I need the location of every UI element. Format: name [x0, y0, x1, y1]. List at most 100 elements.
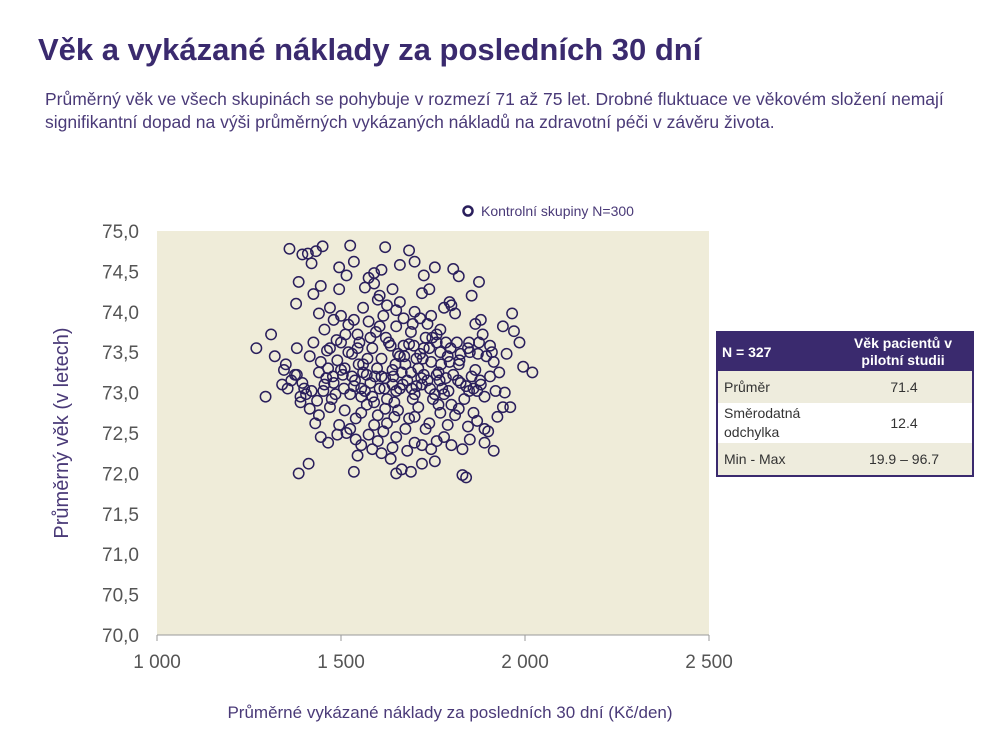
data-point [371, 362, 384, 375]
data-point [368, 418, 381, 431]
data-point [415, 372, 428, 385]
data-point [290, 368, 303, 381]
data-point [321, 344, 333, 357]
data-point [419, 423, 432, 435]
data-point [424, 382, 437, 395]
data-point [517, 360, 530, 373]
data-point [421, 374, 434, 387]
y-tick-label: 74,5 [102, 262, 139, 283]
legend-label: Kontrolní skupiny N=300 [481, 203, 634, 219]
y-tick-label: 75,0 [102, 222, 139, 243]
data-point [404, 366, 417, 379]
data-point [442, 385, 455, 397]
data-point [375, 447, 388, 460]
data-point [283, 242, 296, 255]
data-point [333, 283, 346, 296]
data-point [340, 427, 353, 439]
data-point [408, 410, 421, 423]
data-point [322, 436, 335, 449]
data-point [279, 358, 292, 371]
data-point [432, 398, 445, 411]
data-point [377, 309, 390, 322]
data-point [465, 289, 478, 302]
data-point [430, 435, 443, 448]
data-point [487, 444, 500, 457]
data-point [432, 366, 445, 379]
stats-row-mean: Průměr 71.4 [718, 371, 972, 403]
data-point [436, 382, 449, 395]
data-point [302, 457, 315, 470]
data-point [317, 385, 330, 397]
y-tick-label: 72,5 [102, 424, 139, 445]
data-point [444, 342, 457, 355]
data-point [379, 331, 392, 344]
data-point [407, 339, 420, 352]
data-point [250, 342, 263, 355]
data-point [324, 401, 336, 414]
data-point [467, 406, 480, 419]
data-point [478, 436, 491, 449]
data-point [452, 402, 465, 415]
data-point [452, 374, 464, 387]
data-point [526, 366, 539, 379]
data-point [373, 382, 386, 395]
page-subtitle: Průměrný věk ve všech skupinách se pohyb… [45, 89, 944, 132]
data-point [406, 317, 419, 330]
data-point [294, 390, 307, 403]
data-point [476, 328, 489, 341]
data-point [314, 431, 327, 443]
data-point [390, 320, 403, 333]
stats-row-value: 19.9 – 96.7 [868, 451, 940, 467]
data-point [366, 390, 379, 403]
stats-row-value: 71.4 [890, 379, 918, 395]
data-point [430, 368, 443, 381]
data-point [379, 241, 392, 254]
data-point [296, 376, 309, 389]
data-point [312, 366, 325, 379]
data-point [491, 410, 504, 423]
data-point [368, 396, 381, 409]
data-point [478, 423, 491, 435]
stats-table-header: N = 327 Věk pacientů v pilotní studii [718, 333, 972, 371]
data-point [388, 396, 401, 409]
data-point [333, 418, 346, 431]
data-point [500, 347, 513, 360]
data-point [377, 425, 390, 438]
data-point [330, 334, 343, 347]
data-point [478, 390, 491, 403]
stats-row-value: 12.4 [890, 415, 918, 431]
data-point [441, 350, 454, 363]
data-point [352, 358, 365, 371]
data-point [375, 263, 388, 276]
data-point [344, 239, 357, 252]
data-point [340, 269, 353, 282]
data-point [433, 374, 446, 387]
data-point [449, 409, 462, 422]
data-point [463, 433, 476, 446]
data-point [333, 261, 346, 274]
data-point [484, 339, 496, 352]
data-point [316, 240, 329, 253]
data-point [318, 323, 331, 336]
data-point [371, 435, 384, 448]
data-point [307, 288, 320, 300]
data-point [362, 428, 375, 441]
data-point [393, 258, 406, 271]
data-point [362, 315, 375, 328]
data-point [300, 388, 312, 401]
data-point [381, 299, 393, 312]
data-point [373, 320, 386, 333]
data-point [335, 364, 347, 376]
data-point [389, 358, 402, 371]
data-point [335, 309, 347, 322]
data-point [290, 342, 303, 355]
data-point [456, 443, 469, 456]
data-point [259, 390, 272, 403]
data-point [445, 439, 458, 452]
data-point [434, 323, 447, 336]
data-point [417, 269, 430, 282]
data-point [471, 385, 484, 397]
data-point [453, 354, 466, 367]
data-point [489, 385, 502, 397]
